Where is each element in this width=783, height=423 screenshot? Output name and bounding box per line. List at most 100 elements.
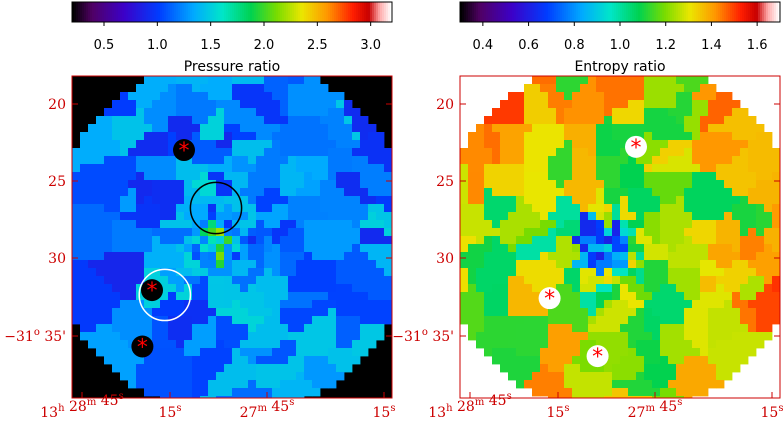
map-cell [360,180,369,189]
map-cell [628,196,637,205]
map-cell [508,244,517,253]
map-cell [716,300,725,309]
map-cell [500,172,509,181]
map-cell [248,140,257,149]
map-cell [684,244,693,253]
colorbar-segment [298,2,301,22]
map-cell [500,276,509,285]
map-cell [516,244,525,253]
map-cell [676,108,685,117]
map-cell [384,220,392,229]
map-cell [376,284,385,293]
colorbar-segment [388,2,391,22]
map-cell [556,340,565,349]
map-cell [684,236,693,245]
map-cell [248,348,257,357]
map-cell [272,236,281,245]
map-cell [756,300,765,309]
map-cell [548,348,557,357]
map-cell [588,132,597,141]
map-cell [468,276,477,285]
map-cell [208,284,217,293]
map-cell [320,244,329,253]
map-cell [152,236,161,245]
map-cell [740,124,749,133]
map-cell [500,292,509,301]
map-cell [540,252,549,261]
map-cell [700,204,709,213]
map-cell [168,212,177,221]
map-cell [232,76,241,85]
map-cell [732,268,741,277]
map-cell [652,292,661,301]
map-cell [612,100,621,109]
map-cell [248,108,257,117]
map-cell [692,252,701,261]
map-cell [508,252,517,261]
map-cell [524,340,533,349]
map-cell [556,372,565,381]
map-cell [540,348,549,357]
map-cell [136,316,145,325]
map-cell [304,340,313,349]
colorbar-segment [256,2,259,22]
map-cell [460,292,469,301]
map-cell [328,324,337,333]
map-cell [492,220,501,229]
map-cell [724,276,733,285]
map-cell [684,188,693,197]
map-cell [636,220,645,229]
map-cell [344,108,353,117]
map-cell [280,268,289,277]
map-cell [556,316,565,325]
map-cell [548,228,557,237]
map-cell [256,268,265,277]
map-cell [620,284,629,293]
map-cell [168,340,177,349]
map-cell [620,292,629,301]
colorbar-segment [280,2,283,22]
map-cell [548,196,557,205]
map-cell [588,284,597,293]
colorbar-segment [374,2,377,22]
map-cell [112,132,121,141]
map-cell [232,236,241,245]
colorbar-segment [192,2,195,22]
map-cell [660,292,669,301]
map-cell [176,244,185,253]
map-cell [264,372,273,381]
map-cell [524,292,533,301]
map-cell [516,316,525,325]
map-cell [692,100,701,109]
map-cell [296,132,305,141]
map-cell [320,380,329,389]
map-cell [72,212,81,221]
map-cell [216,108,225,117]
map-cell [344,308,353,317]
map-cell [344,284,353,293]
map-cell [312,332,321,341]
map-cell [612,292,621,301]
map-cell [556,300,565,309]
map-cell [628,308,637,317]
map-cell [492,252,501,261]
map-cell [104,228,113,237]
colorbar-segment [246,2,249,22]
map-cell [508,164,517,173]
map-cell [152,76,161,85]
map-cell [532,308,541,317]
map-cell [160,84,169,93]
map-cell [612,108,621,117]
map-cell [764,220,773,229]
map-cell [596,324,605,333]
map-cell [620,84,629,93]
map-cell [360,228,369,237]
map-cell [612,244,621,253]
colorbar-segment [296,2,299,22]
map-cell [596,204,605,213]
map-cell [320,164,329,173]
y-tick-label: 25 [48,174,66,190]
map-cell [596,308,605,317]
colorbar-segment [220,2,223,22]
